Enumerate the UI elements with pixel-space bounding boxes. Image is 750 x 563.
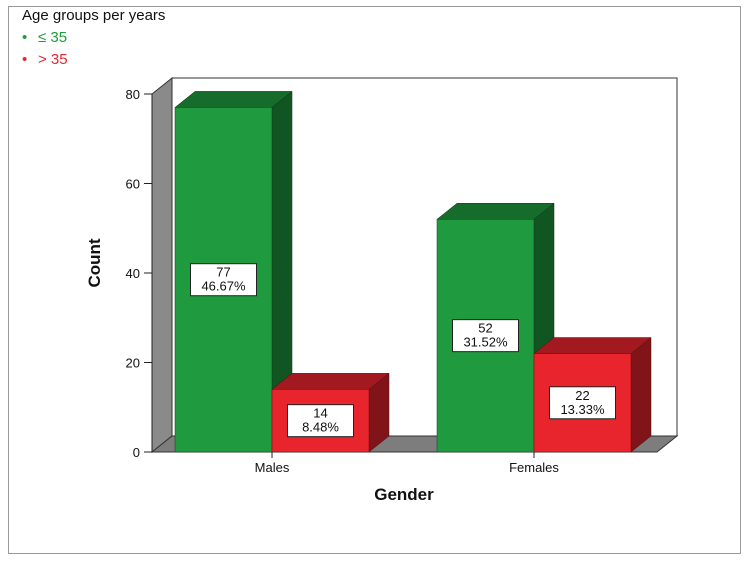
legend-label-le35: ≤ 35 xyxy=(38,29,68,46)
y-tick-label: 20 xyxy=(126,356,140,371)
bar-side xyxy=(630,337,652,453)
data-label-box xyxy=(190,263,257,297)
x-axis-title: Gender xyxy=(374,485,434,504)
legend-title: Age groups per years xyxy=(22,7,166,24)
y-tick-label: 60 xyxy=(126,177,140,192)
legend-label-gt35: > 35 xyxy=(38,51,68,68)
y-tick-label: 0 xyxy=(133,445,140,460)
data-label-percent: 31.52% xyxy=(463,335,508,350)
legend-item-gt35: • > 35 xyxy=(22,51,68,68)
data-label-box xyxy=(287,404,354,438)
data-label-box xyxy=(452,319,519,353)
legend-item-le35: • ≤ 35 xyxy=(22,29,67,46)
data-label-count: 52 xyxy=(478,321,492,336)
data-label-percent: 46.67% xyxy=(201,279,246,294)
legend-marker-le35: • xyxy=(22,29,28,46)
legend-marker-gt35: • xyxy=(22,51,28,68)
data-label-percent: 13.33% xyxy=(560,402,605,417)
bar-top xyxy=(533,337,652,354)
x-tick-label: Males xyxy=(255,460,290,475)
y-axis-title: Count xyxy=(85,238,104,287)
data-label-box xyxy=(549,386,616,420)
data-label-percent: 8.48% xyxy=(302,420,339,435)
chart-frame xyxy=(8,6,741,554)
bar-top xyxy=(174,91,293,108)
bar-top xyxy=(271,373,390,390)
bar-top xyxy=(436,203,555,220)
y-tick-label: 80 xyxy=(126,87,140,102)
data-label-count: 22 xyxy=(575,388,589,403)
y-tick-label: 40 xyxy=(126,266,140,281)
left-wall xyxy=(151,76,173,454)
data-label-count: 14 xyxy=(313,406,327,421)
data-label-count: 77 xyxy=(216,265,230,280)
x-tick-label: Females xyxy=(509,460,559,475)
